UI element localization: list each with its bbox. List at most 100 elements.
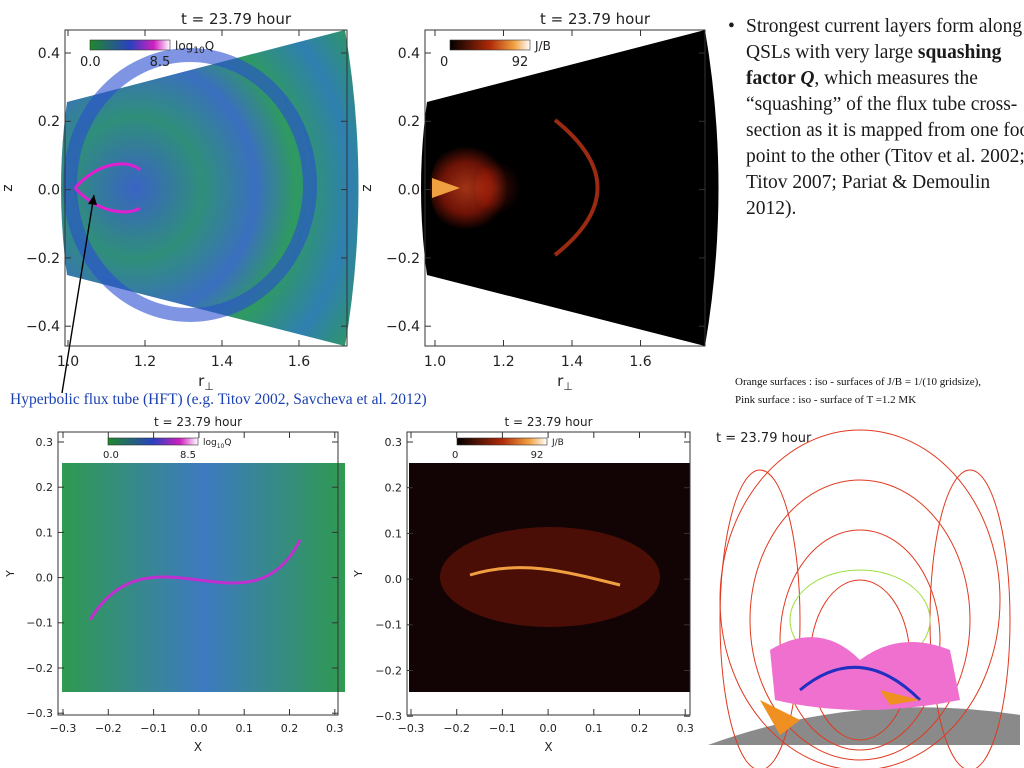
y-tick-label: 0.0 [38,183,60,199]
colorbar-label: log10Q [203,438,231,450]
axes-frame [424,29,706,347]
colorbar-max: 92 [512,55,529,70]
colorbar-label-part: 10 [217,443,225,450]
y-tick-label: −0.2 [26,251,60,267]
annotation: Hyperbolic flux tube (HFT) (e.g. Titov 2… [10,391,427,408]
x-tick-label: 1.2 [134,354,156,370]
colorbar-max: 8.5 [180,450,196,461]
x-axis-label: X [544,740,552,754]
y-tick-label: −0.2 [375,664,402,677]
x-axis-label: r⊥ [557,372,573,393]
x-tick-label: 1.6 [288,354,310,370]
y-tick-label: −0.4 [386,319,420,335]
bold-italic-text: Q [800,68,815,89]
colorbar-min: 0.0 [103,450,119,461]
j-arc [553,118,600,257]
x-tick-label: 1.0 [57,354,79,370]
colorbar-label: J/B [534,39,551,53]
hft-arrowhead [88,195,97,205]
x-tick-label: 1.2 [492,354,514,370]
text: Strongest current layers form along QSLs… [746,16,1023,63]
y-tick-label: 0.4 [398,46,420,62]
y-tick-label: −0.1 [26,617,53,630]
render-title: t = 23.79 hour [716,431,812,446]
y-tick-label: 0.2 [36,481,54,494]
panel-title: t = 23.79 hour [154,415,242,429]
y-axis-label: z [359,184,375,191]
y-axis-label: z [0,184,16,191]
colorbar [89,39,171,51]
x-axis-label: r⊥ [198,372,214,393]
x-tick-label: 1.6 [629,354,651,370]
x-tick-label: −0.2 [443,722,470,735]
x-tick-label: −0.1 [489,722,516,735]
y-axis-label: Y [4,570,17,578]
y-tick-label: 0.0 [398,183,420,199]
q-ring [63,48,317,322]
j-hft [432,178,460,198]
y-tick-label: 0.1 [36,526,54,539]
x-axis-label-part: r [198,372,205,390]
bullet: • Strongest current layers form along QSL… [726,14,1024,222]
colorbar-label-part: log [175,39,193,53]
colorbar-label-part: J/B [534,39,551,53]
caption: Pink surface : iso - surface of T =1.2 M… [735,394,917,406]
y-tick-label: 0.2 [38,114,60,130]
panel-title: t = 23.79 hour [181,10,292,28]
y-axis-label: Y [352,570,365,578]
colorbar-label: J/B [551,438,564,448]
q-xy-line [88,539,302,621]
y-tick-label: 0.3 [36,436,54,449]
x-tick-label: 0.2 [631,722,649,735]
colorbar-label-part: log [203,438,217,448]
axes-frame [64,29,348,347]
colorbar-min: 0 [440,55,448,70]
colorbar [456,437,548,446]
x-axis-label-part: X [544,740,552,754]
x-tick-label: 1.4 [211,354,233,370]
x-tick-label: 0.1 [585,722,603,735]
y-tick-label: 0.1 [385,527,403,540]
x-tick-label: 0.0 [190,722,208,735]
x-tick-label: 0.0 [539,722,557,735]
colorbar-max: 8.5 [150,55,171,70]
y-tick-label: −0.3 [26,707,53,720]
j-xy-line [469,566,621,587]
colorbar-min: 0 [452,450,458,461]
x-axis-label: X [194,740,202,754]
y-tick-label: 0.3 [385,436,403,449]
colorbar-label-part: Q [224,438,231,448]
y-tick-label: −0.3 [375,710,402,723]
x-tick-label: 0.2 [281,722,299,735]
y-tick-label: 0.2 [385,482,403,495]
y-tick-label: −0.4 [26,319,60,335]
colorbar-label-part: Q [205,39,214,53]
y-tick-label: −0.2 [26,662,53,675]
x-tick-label: 0.3 [676,722,694,735]
render-3d [708,429,1020,768]
text: , which measures the “squashing” of the … [746,68,1024,219]
x-tick-label: 1.0 [424,354,446,370]
panel-title: t = 23.79 hour [504,415,592,429]
x-tick-label: 1.4 [561,354,583,370]
x-axis-label-part: ⊥ [563,380,573,393]
y-tick-label: 0.2 [398,114,420,130]
colorbar-max: 92 [531,450,544,461]
x-tick-label: 0.3 [326,722,344,735]
y-tick-label: −0.2 [386,251,420,267]
colorbar [449,39,531,51]
caption: Orange surfaces : iso - surfaces of J/B … [735,376,981,388]
x-tick-label: −0.3 [50,722,77,735]
colorbar-min: 0.0 [80,55,101,70]
y-tick-label: 0.0 [385,573,403,586]
bold-text: squashing factor [746,42,1002,89]
x-axis-label-part: ⊥ [204,380,214,393]
colorbar-label-part: J/B [551,438,564,448]
q-hft-lines [73,162,142,214]
x-tick-label: 0.1 [235,722,253,735]
bullet-dot: • [728,16,735,37]
x-tick-label: −0.1 [140,722,167,735]
x-tick-label: −0.3 [398,722,425,735]
panel-title: t = 23.79 hour [540,10,651,28]
